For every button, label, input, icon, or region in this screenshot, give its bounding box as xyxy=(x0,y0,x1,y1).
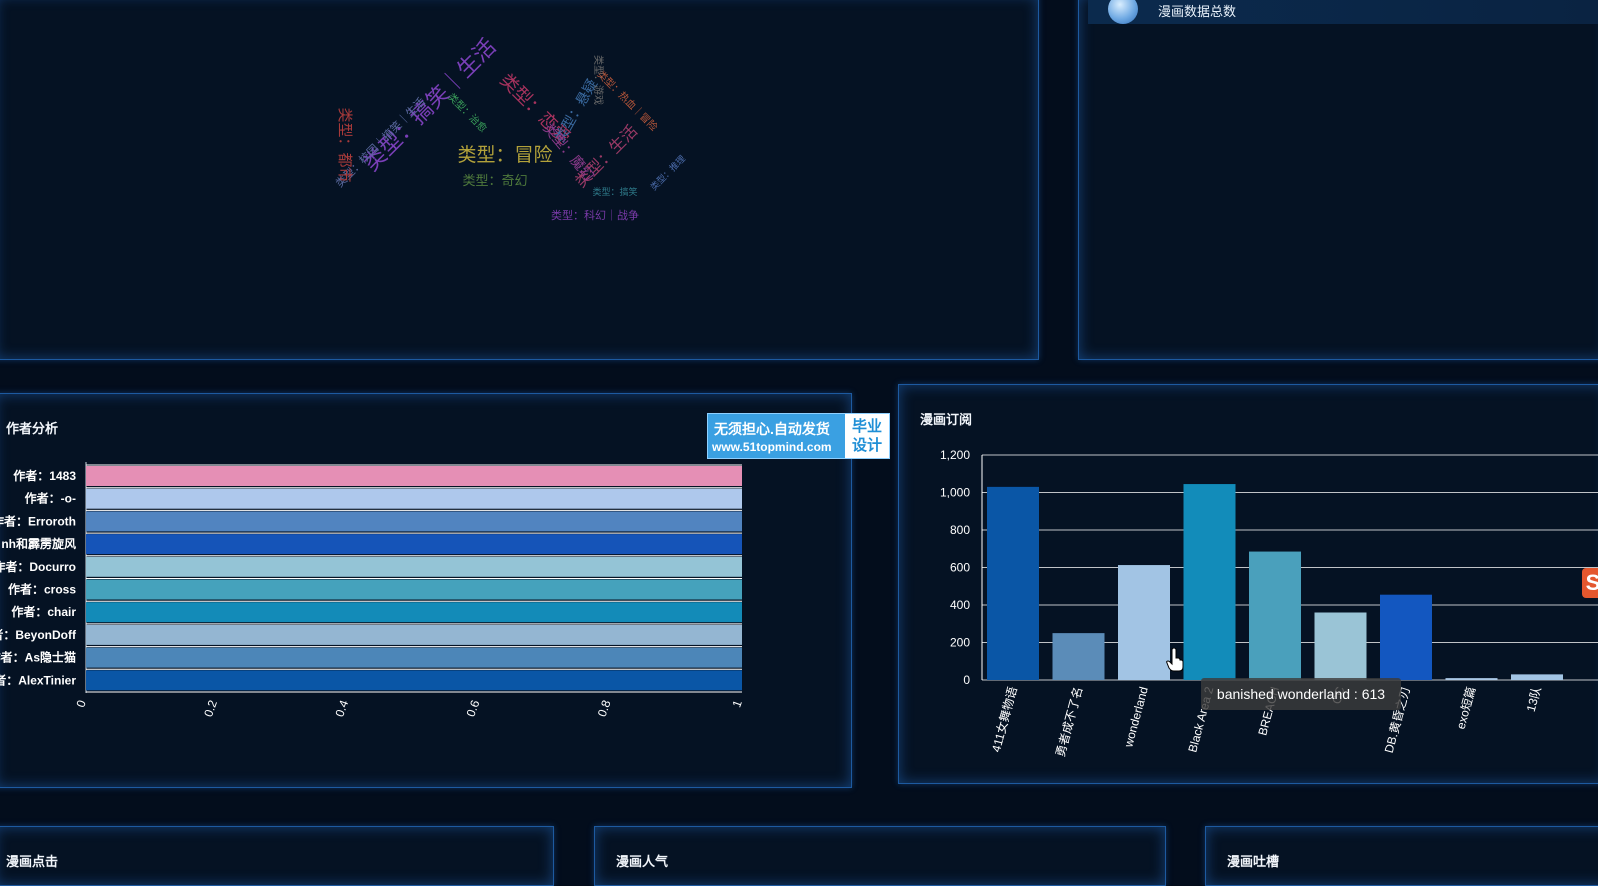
wordcloud-word: 类型：推理 xyxy=(648,153,688,193)
sub-bar[interactable] xyxy=(1052,633,1105,680)
total-indicator-icon xyxy=(1108,0,1138,24)
author-tick-label: 0.6 xyxy=(464,698,483,719)
author-label: 作者：1483 xyxy=(13,468,76,483)
watermark-badge: 毕业 设计 xyxy=(845,414,889,458)
watermark-url: www.51topmind.com xyxy=(712,440,832,454)
wordcloud-word: 类型：都市 xyxy=(336,107,353,182)
wordcloud-word: 类型：科幻｜战争 xyxy=(551,208,639,222)
sub-x-tick-label: wonderland xyxy=(1121,685,1151,750)
sub-x-tick-label: 411女舞物语 xyxy=(988,685,1020,754)
author-label: 作者：cross xyxy=(8,582,76,597)
promo-watermark[interactable]: 无须担心.自动发货 www.51topmind.com 毕业 设计 xyxy=(707,413,890,459)
author-bar[interactable] xyxy=(86,624,742,645)
clicks-panel: 漫画点击 xyxy=(0,826,554,886)
type-wordcloud: 类型：冒险类型：搞笑｜生活类型：恋爱类型：生活类型：奇幻类型：科幻｜战争类型：校… xyxy=(332,34,688,222)
watermark-slogan: 无须担心.自动发货 xyxy=(714,421,830,437)
author-label: 作者：BeyonDoff xyxy=(0,627,77,642)
author-tick-label: 0.4 xyxy=(332,698,351,719)
author-label: 作者：-o- xyxy=(25,491,76,506)
sub-bar[interactable] xyxy=(1445,678,1498,680)
total-panel-title: 漫画数据总数 xyxy=(1158,4,1237,19)
author-bar-chart: 作者：1483 作者：-o- 作者：Erroroth 作者：nh和霹雳旋风作者：Doc… xyxy=(0,462,745,719)
author-bar[interactable] xyxy=(86,579,742,600)
total-panel xyxy=(1078,0,1598,360)
author-panel-title: 作者分析 xyxy=(6,421,59,436)
sub-x-tick-label: 勇者成不了名 xyxy=(1052,685,1085,758)
sub-bar[interactable] xyxy=(1380,594,1432,680)
popularity-panel-title: 漫画人气 xyxy=(616,854,669,869)
author-bar[interactable] xyxy=(86,647,742,668)
author-tick-label: 1 xyxy=(729,698,745,709)
complaints-panel: 漫画吐槽 xyxy=(1205,826,1598,886)
author-bar[interactable] xyxy=(86,670,742,691)
sub-bar[interactable] xyxy=(1183,484,1236,680)
sub-y-tick-label: 0 xyxy=(963,673,970,687)
hand-cursor-icon xyxy=(1166,648,1184,672)
author-bar[interactable] xyxy=(86,488,742,509)
sub-bar[interactable] xyxy=(1249,551,1301,680)
sub-x-tick-label: exo短篇 xyxy=(1453,685,1479,731)
sub-y-tick-label: 400 xyxy=(950,598,970,612)
wordcloud-word: 类型：奇幻 xyxy=(462,173,527,188)
sub-bar[interactable] xyxy=(1118,565,1170,680)
sub-y-tick-label: 1,200 xyxy=(940,448,970,462)
sub-y-tick-label: 800 xyxy=(950,523,970,537)
author-bar[interactable] xyxy=(86,602,742,623)
sub-bar[interactable] xyxy=(1511,674,1563,680)
author-label: 作者：nh和霹雳旋风 xyxy=(0,536,76,551)
popularity-panel: 漫画人气 xyxy=(594,826,1166,886)
complaints-panel-title: 漫画吐槽 xyxy=(1227,854,1280,869)
clicks-panel-title: 漫画点击 xyxy=(6,854,59,869)
watermark-badge-line1: 毕业 xyxy=(851,418,882,435)
author-label: 作者：Docurro xyxy=(0,559,76,574)
subscription-panel-title: 漫画订阅 xyxy=(920,412,973,427)
subscription-bar-chart: 0 200 400 600 800 1,000 1,200 411女舞物语 勇者成不了名 wond… xyxy=(940,448,1598,758)
author-tick-label: 0.8 xyxy=(595,698,614,719)
author-tick-label: 0 xyxy=(73,698,89,709)
author-bar[interactable] xyxy=(86,466,742,486)
author-bar[interactable] xyxy=(86,511,742,532)
author-bar[interactable] xyxy=(86,534,742,555)
sub-bar[interactable] xyxy=(987,486,1039,680)
author-label: 作者：Erroroth xyxy=(0,513,76,528)
author-label: 作者：chair xyxy=(11,604,76,619)
sub-y-tick-label: 200 xyxy=(950,636,970,650)
author-label: 作者：AlexTinier xyxy=(0,672,76,687)
author-tick-label: 0.2 xyxy=(201,698,220,719)
wordcloud-word: 类型：治愈 xyxy=(445,90,490,135)
sub-x-tick-label: 13队 xyxy=(1523,685,1544,713)
wordcloud-word: 类型：冒险 xyxy=(457,144,552,166)
author-label: 作者：As隐士猫 xyxy=(0,650,76,665)
sub-y-tick-label: 1,000 xyxy=(940,486,970,500)
total-header-bar xyxy=(1088,0,1598,24)
app-logo-icon[interactable]: S xyxy=(1582,568,1598,598)
wordcloud-word: 类型：搞笑 xyxy=(592,186,637,197)
wordcloud-word: 类型：游戏 xyxy=(592,55,605,105)
author-bar[interactable] xyxy=(86,556,742,577)
chart-tooltip: banished wonderland : 613 xyxy=(1201,678,1401,710)
author-panel: 作者分析 作者：1483作者：-o-作者：Erroroth作者：nh和霹雳旋风作… xyxy=(0,393,852,788)
watermark-badge-line2: 设计 xyxy=(851,437,882,454)
wordcloud-panel: 类型：冒险 类型：搞笑｜生活 类型：恋爱 类型：生活 类型：奇幻 类型：科幻｜战争 类型：校… xyxy=(0,0,1039,360)
subscription-panel: 漫画订阅 0 200 400 600 800 1,000 1,200 411女舞物语 勇者成不了… xyxy=(898,384,1598,784)
sub-bar[interactable] xyxy=(1314,612,1367,681)
sub-y-tick-label: 600 xyxy=(950,561,970,575)
